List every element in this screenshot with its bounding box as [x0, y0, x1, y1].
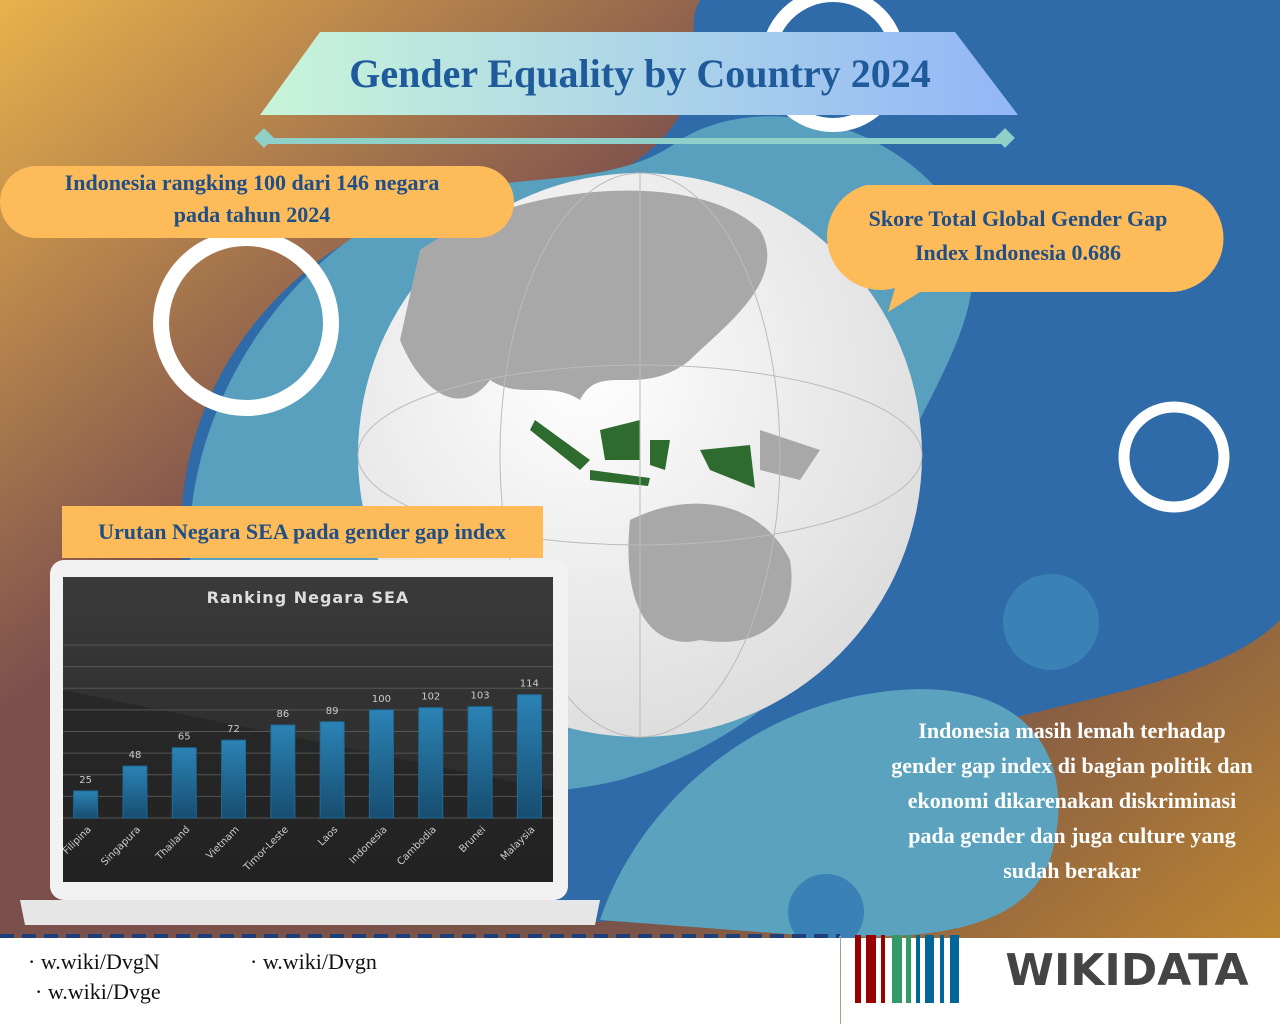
- paragraph-line: Indonesia masih lemah terhadap: [918, 718, 1225, 743]
- data-label: 25: [79, 775, 92, 786]
- link: · w.wiki/Dvgn: [250, 949, 377, 974]
- data-label: 65: [178, 732, 191, 743]
- data-label: 86: [276, 709, 289, 720]
- banner: [260, 32, 1018, 115]
- blob: [600, 689, 1059, 937]
- bar: [171, 747, 197, 819]
- bar: [368, 709, 394, 819]
- chart-title: Ranking Negara SEA: [207, 588, 410, 607]
- paragraph-line: pada gender dan juga culture yang: [908, 823, 1235, 848]
- callout-text: pada tahun 2024: [174, 202, 331, 227]
- bar: [122, 765, 148, 819]
- data-label: 100: [372, 694, 391, 705]
- callout-text: Skore Total Global Gender Gap: [869, 206, 1168, 231]
- bar: [221, 739, 247, 819]
- paragraph: Indonesia masih lemah terhadap gender gap…: [891, 718, 1253, 883]
- dot: [1003, 574, 1099, 670]
- bar: [418, 707, 444, 819]
- continents: [400, 190, 820, 642]
- bar: [270, 724, 296, 819]
- section-label-box: [62, 506, 543, 558]
- section-label: Urutan Negara SEA pada gender gap index: [98, 519, 506, 544]
- ring: [1118, 401, 1230, 513]
- callout-text: Index Indonesia 0.686: [915, 240, 1121, 265]
- barcode: [855, 935, 959, 1003]
- paragraph-line: gender gap index di bagian politik dan: [891, 753, 1253, 778]
- logo: WIKIDATA: [1005, 945, 1248, 996]
- callout-text: Indonesia rangking 100 dari 146 negara: [65, 170, 440, 195]
- callout: [827, 185, 1224, 312]
- indonesia: [530, 420, 755, 488]
- callout: [0, 166, 514, 238]
- bar: [467, 706, 493, 819]
- bar: [516, 694, 542, 819]
- bar: [73, 790, 99, 819]
- data-label: 114: [520, 679, 539, 690]
- link: · w.wiki/Dvge: [35, 979, 161, 1004]
- data-label: 72: [227, 724, 240, 735]
- data-label: 103: [471, 691, 490, 702]
- paragraph-line: sudah berakar: [1003, 858, 1141, 883]
- screen-shade: [63, 690, 553, 882]
- data-label: 48: [129, 750, 142, 761]
- graticule: [357, 172, 923, 738]
- data-label: 102: [421, 692, 440, 703]
- bar: [319, 721, 345, 819]
- title: Gender Equality by Country 2024: [349, 51, 931, 96]
- dot: [788, 874, 864, 950]
- logo-box: [841, 938, 1280, 1024]
- paragraph-line: ekonomi dikarenakan diskriminasi: [908, 788, 1236, 813]
- laptop-base: [20, 900, 600, 925]
- link: · w.wiki/DvgN: [28, 949, 160, 974]
- diamond: [254, 128, 274, 148]
- data-label: 89: [326, 706, 339, 717]
- footer: [0, 938, 840, 1024]
